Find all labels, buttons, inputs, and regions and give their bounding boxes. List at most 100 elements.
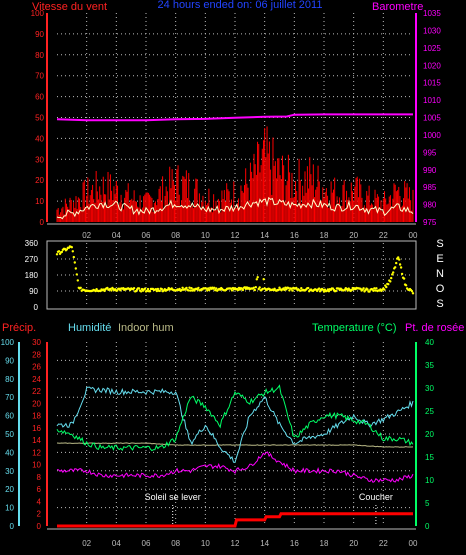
direction-point [399, 266, 403, 269]
temperature-tick-label: 5 [425, 499, 430, 508]
direction-point [322, 290, 326, 293]
bottom-axes: 0102030405060708090100024681012141618202… [1, 338, 435, 548]
direction-point [94, 289, 97, 293]
direction-point [137, 287, 141, 290]
wind-tick-label: 100 [31, 9, 45, 18]
humidity-tick-label: 30 [5, 467, 14, 476]
direction-point [288, 289, 291, 292]
direction-point [205, 287, 208, 290]
precip-label: Précip. [2, 322, 36, 334]
barometer-tick-label: 1015 [423, 79, 441, 88]
direction-point [187, 289, 190, 292]
compass-letter: N [436, 268, 444, 280]
bottom-x-tick-label: 06 [142, 539, 151, 548]
direction-point [326, 288, 330, 291]
direction-point [189, 289, 192, 292]
barometer-line [56, 113, 413, 122]
direction-point [74, 267, 78, 270]
direction-point [70, 246, 74, 249]
direction-point [188, 286, 191, 289]
precip-tick-label: 4 [37, 497, 42, 506]
humidity-tick-label: 60 [5, 412, 14, 421]
wind-tick-label: 90 [35, 30, 44, 39]
precip-tick-label: 0 [37, 522, 42, 531]
direction-frame [46, 240, 417, 310]
direction-point [145, 289, 149, 293]
direction-point [215, 287, 218, 290]
humidity-tick-label: 80 [5, 375, 14, 384]
sunset-label: Coucher [359, 492, 393, 502]
direction-point [155, 289, 159, 293]
direction-point [146, 287, 150, 291]
bottom-x-tick-label: 08 [171, 539, 180, 548]
direction-point [372, 289, 375, 292]
top-x-tick-label: 16 [290, 231, 299, 240]
direction-grid [57, 243, 413, 307]
barometer-tick-label: 1035 [423, 9, 441, 18]
wind-tick-label: 50 [35, 114, 44, 123]
direction-point [362, 287, 365, 290]
direction-point [299, 289, 302, 292]
direction-point [119, 289, 122, 292]
direction-point [148, 290, 152, 293]
direction-point [252, 286, 255, 289]
direction-point [154, 288, 158, 291]
direction-point [375, 287, 378, 290]
direction-point [160, 287, 163, 291]
top-x-tick-label: 18 [320, 231, 329, 240]
barometer-tick-label: 1020 [423, 61, 441, 70]
barometer-label: Barometre [372, 1, 423, 13]
precip-tick-label: 6 [37, 485, 42, 494]
wind-tick-label: 40 [35, 134, 44, 143]
direction-point [366, 288, 369, 291]
top-x-tick-label: 14 [260, 231, 269, 240]
direction-point [387, 283, 390, 286]
direction-point [241, 288, 245, 292]
direction-point [197, 286, 200, 290]
bottom-x-tick-label: 02 [82, 539, 91, 548]
direction-point [392, 271, 395, 274]
compass-letter: S [436, 238, 443, 250]
direction-point [398, 258, 401, 261]
direction-point [57, 250, 61, 253]
humidity-tick-label: 70 [5, 393, 14, 402]
wind-tick-label: 20 [35, 176, 44, 185]
humidity-tick-label: 100 [1, 338, 15, 347]
temperature-label: Temperature (°C) [312, 322, 396, 334]
bottom-x-tick-label: 14 [260, 539, 269, 548]
direction-point [258, 286, 261, 289]
direction-point [158, 289, 161, 293]
wind-average-line [56, 196, 414, 220]
direction-point [334, 289, 338, 293]
top-x-tick-label: 22 [379, 231, 388, 240]
direction-point [398, 263, 402, 266]
precip-tick-label: 8 [37, 473, 42, 482]
top-series [56, 113, 414, 222]
barometer-tick-label: 975 [423, 218, 437, 227]
precip-tick-label: 20 [32, 399, 41, 408]
direction-point [75, 273, 79, 276]
direction-point [321, 288, 325, 291]
direction-point [374, 289, 377, 292]
wind-tick-label: 60 [35, 93, 44, 102]
direction-point [139, 290, 143, 293]
direction-tick-label: 0 [34, 303, 39, 312]
direction-tick-label: 90 [29, 287, 38, 296]
direction-series [55, 245, 415, 295]
humidity-tick-label: 10 [5, 504, 14, 513]
top-x-tick-label: 10 [201, 231, 210, 240]
barometer-tick-label: 1000 [423, 131, 441, 140]
direction-point [261, 287, 264, 291]
compass-letter: S [436, 298, 443, 310]
direction-point [395, 261, 398, 265]
precip-tick-label: 26 [32, 363, 41, 372]
direction-point [391, 273, 394, 276]
bottom-x-tick-label: 20 [349, 539, 358, 548]
direction-point [214, 289, 217, 292]
direction-point [190, 287, 193, 290]
direction-point [181, 286, 184, 289]
temperature-tick-label: 25 [425, 407, 434, 416]
direction-point [156, 287, 160, 291]
direction-point [185, 286, 188, 290]
